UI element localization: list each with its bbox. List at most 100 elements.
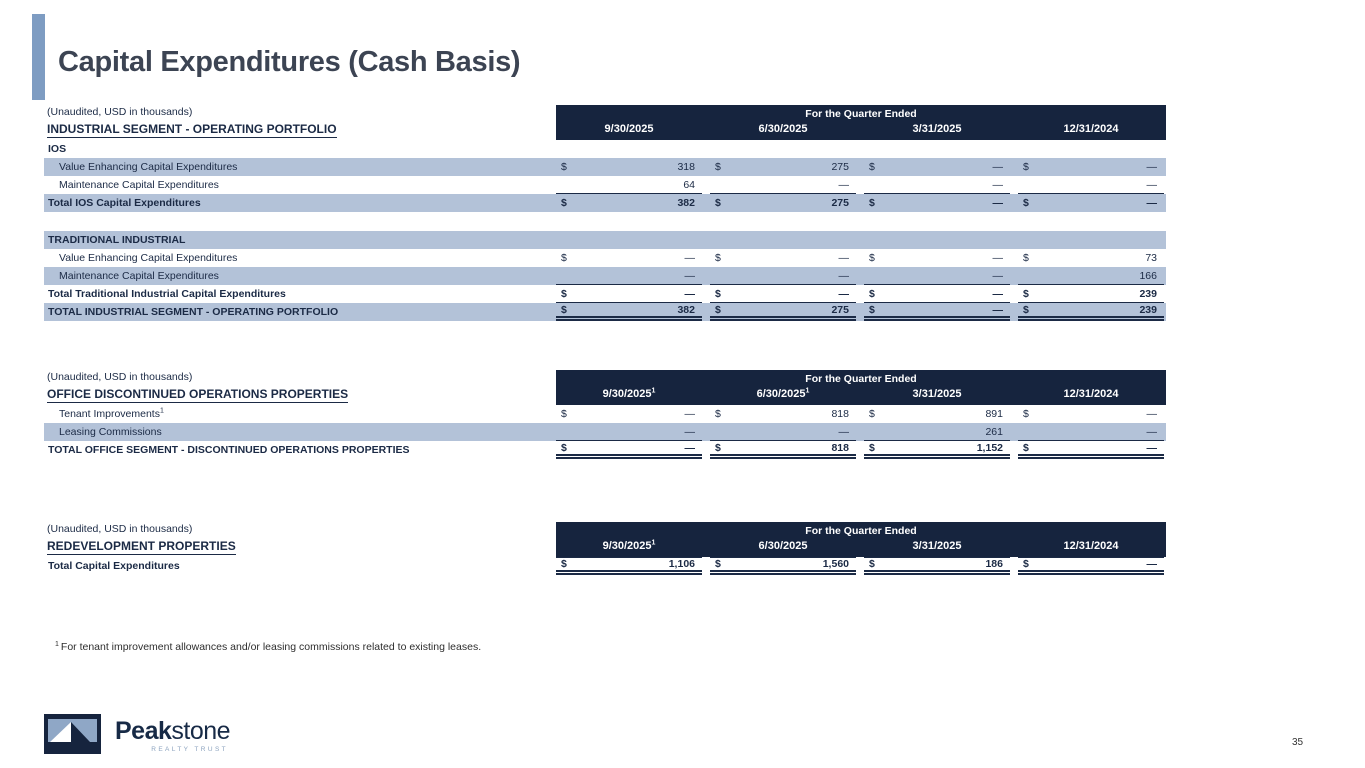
company-logo: Peakstone REALTY TRUST: [44, 714, 231, 759]
page-title: Capital Expenditures (Cash Basis): [58, 46, 521, 78]
value-cell: $1,106: [556, 557, 702, 575]
value-cell: $382: [556, 194, 702, 212]
table-section-title: INDUSTRIAL SEGMENT - OPERATING PORTFOLIO: [44, 121, 556, 140]
value-number: 73: [1145, 252, 1157, 264]
value-cell: —: [556, 267, 702, 285]
value-number: 891: [985, 408, 1003, 420]
value-cell: $818: [710, 405, 856, 423]
value-number: —: [1146, 408, 1158, 420]
value-number: —: [684, 425, 696, 438]
quarter-banner: For the Quarter Ended: [805, 525, 917, 537]
table-row: Total Traditional Industrial Capital Exp…: [44, 285, 1166, 303]
footnote-marker: 1: [55, 640, 59, 648]
value-cell: $239: [1018, 285, 1164, 303]
value-number: —: [1146, 558, 1158, 570]
value-number: 275: [831, 161, 849, 173]
date-column-header: 3/31/2025: [912, 388, 962, 400]
value-number: 382: [677, 303, 695, 316]
currency-symbol: $: [561, 441, 567, 454]
value-cell: —: [864, 267, 1010, 285]
date-column-header: 6/30/2025: [758, 540, 808, 552]
table-header-left: (Unaudited, USD in thousands) OFFICE DISC…: [44, 370, 556, 405]
value-cell: $ —: [556, 441, 702, 459]
value-cell: $ —: [1018, 557, 1164, 575]
date-column-header: 12/31/2024: [1063, 123, 1119, 135]
value-number: 1,560: [822, 558, 849, 570]
quarter-banner: For the Quarter Ended: [805, 108, 917, 120]
value-number: —: [1146, 197, 1158, 209]
value-number: 318: [677, 161, 695, 173]
currency-symbol: $: [1023, 197, 1029, 209]
value-cell: —: [710, 176, 856, 194]
value-cell: $239: [1018, 303, 1164, 321]
unaudited-note: (Unaudited, USD in thousands): [47, 371, 193, 383]
date-columns: 9/30/20251 6/30/2025 3/31/2025 12/31/2024: [556, 538, 1166, 557]
mountain-logo-icon: [44, 714, 101, 759]
value-number: 818: [831, 408, 849, 420]
currency-symbol: $: [561, 558, 567, 570]
value-cell: $1,152: [864, 441, 1010, 459]
value-cell: $73: [1018, 249, 1164, 267]
footnote: 1 For tenant improvement allowances and/o…: [55, 640, 481, 654]
date-column-header: 3/31/2025: [912, 540, 962, 552]
table-section-title-text: INDUSTRIAL SEGMENT - OPERATING PORTFOLIO: [47, 122, 337, 138]
currency-symbol: $: [561, 287, 567, 300]
value-number: 166: [1139, 269, 1157, 282]
value-cell: $275: [710, 158, 856, 176]
row-label: IOS: [48, 143, 67, 155]
value-number: —: [838, 269, 850, 282]
date-column-header: 12/31/2024: [1063, 540, 1119, 552]
table-section-title: OFFICE DISCONTINUED OPERATIONS PROPERTIE…: [44, 386, 556, 405]
table-row: Value Enhancing Capital Expenditures $318…: [44, 158, 1166, 176]
table-row: TRADITIONAL INDUSTRIAL: [44, 231, 1166, 249]
value-number: 382: [677, 197, 695, 209]
footnote-ref: 1: [159, 407, 164, 415]
row-label: Total Capital Expenditures: [48, 560, 180, 572]
table-row: Value Enhancing Capital Expenditures $ — $ —…: [44, 249, 1166, 267]
table-section-title-text: REDEVELOPMENT PROPERTIES: [47, 539, 236, 555]
currency-symbol: $: [715, 161, 721, 173]
currency-symbol: $: [715, 558, 721, 570]
currency-symbol: $: [715, 197, 721, 209]
value-cell: $ —: [864, 303, 1010, 321]
row-label: Total Traditional Industrial Capital Exp…: [48, 288, 286, 300]
date-column-header: 9/30/20251: [602, 539, 656, 552]
unaudited-note: (Unaudited, USD in thousands): [47, 523, 193, 535]
currency-symbol: $: [715, 252, 721, 264]
row-label: TOTAL INDUSTRIAL SEGMENT - OPERATING POR…: [48, 306, 339, 318]
currency-symbol: $: [869, 441, 875, 454]
value-cell: $275: [710, 194, 856, 212]
currency-symbol: $: [1023, 558, 1029, 570]
table-header: (Unaudited, USD in thousands) OFFICE DISC…: [44, 370, 1166, 405]
value-cell: $ —: [710, 249, 856, 267]
currency-symbol: $: [561, 197, 567, 209]
value-number: —: [838, 425, 850, 438]
row-label: TRADITIONAL INDUSTRIAL: [48, 234, 186, 246]
table-block: (Unaudited, USD in thousands) INDUSTRIAL …: [44, 105, 1166, 321]
value-cell: $ —: [1018, 158, 1164, 176]
currency-symbol: $: [715, 303, 721, 316]
value-cell: $186: [864, 557, 1010, 575]
value-cell: $318: [556, 158, 702, 176]
table-header-left: (Unaudited, USD in thousands) REDEVELOPME…: [44, 522, 556, 557]
page-number: 35: [1292, 737, 1304, 748]
currency-symbol: $: [561, 252, 567, 264]
value-number: —: [992, 287, 1004, 300]
value-number: —: [992, 161, 1004, 173]
value-cell: $ —: [864, 249, 1010, 267]
value-number: —: [1146, 178, 1158, 191]
date-columns: 9/30/20251 6/30/20251 3/31/2025 12/31/2024: [556, 386, 1166, 405]
currency-symbol: $: [869, 558, 875, 570]
value-cell: $ —: [864, 158, 1010, 176]
value-cell: $ —: [864, 285, 1010, 303]
table-row: Leasing Commissions — — 261 —: [44, 423, 1166, 441]
value-number: 1,152: [976, 441, 1003, 454]
table-row: Total IOS Capital Expenditures $382 $275 $ —…: [44, 194, 1166, 212]
date-column-header: 12/31/2024: [1063, 388, 1119, 400]
value-number: 818: [831, 441, 849, 454]
value-cell: $ —: [556, 285, 702, 303]
value-number: —: [684, 441, 696, 454]
value-number: 261: [985, 425, 1003, 438]
brand-tagline: REALTY TRUST: [151, 746, 229, 754]
